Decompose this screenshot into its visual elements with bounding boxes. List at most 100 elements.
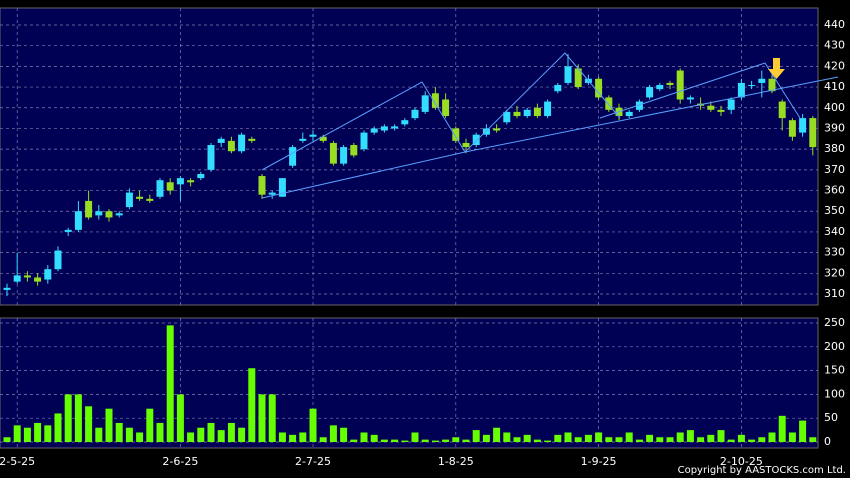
volume-bar (442, 439, 450, 443)
x-tick-label: 2-5-25 (0, 455, 35, 468)
y-tick-label: 410 (824, 80, 845, 93)
volume-bar (238, 427, 246, 443)
volume-bar (707, 434, 715, 443)
volume-bar (656, 437, 664, 443)
candle-body (238, 134, 246, 152)
y-tick-label: 320 (824, 266, 845, 279)
volume-bar (74, 394, 82, 443)
candle-body (74, 211, 82, 230)
y-tick-label: 430 (824, 39, 845, 52)
volume-bar (686, 430, 694, 443)
x-tick-label: 1-8-25 (438, 455, 474, 468)
volume-tick-label: 200 (824, 340, 845, 353)
candle-body (360, 132, 368, 150)
volume-bar (44, 425, 52, 443)
candle-body (309, 134, 317, 137)
candle-body (421, 95, 429, 112)
volume-bar (391, 439, 399, 443)
volume-bar (605, 437, 613, 443)
y-tick-label: 420 (824, 59, 845, 72)
volume-bar (676, 432, 684, 443)
candle-body (136, 196, 144, 199)
candle-body (329, 142, 337, 164)
volume-tick-label: 250 (824, 316, 845, 329)
candle-body (64, 229, 72, 232)
candle-body (646, 87, 654, 98)
candle-body (289, 147, 297, 166)
candle-body (156, 180, 164, 197)
volume-bar (380, 439, 388, 443)
volume-bar (635, 439, 643, 443)
candle-body (207, 145, 215, 170)
candle-body (258, 176, 266, 195)
candle-body (442, 99, 450, 117)
volume-bar (809, 437, 817, 443)
volume-bar (146, 408, 154, 443)
candle-body (44, 269, 52, 280)
credit: Copyright by AASTOCKS.com Ltd. (678, 465, 846, 476)
candle-body (717, 109, 725, 112)
volume-bar (482, 434, 490, 443)
candle-body (595, 78, 603, 98)
candle-body (727, 99, 735, 110)
candle-body (574, 68, 582, 88)
volume-bar (187, 432, 195, 443)
volume-bar (595, 432, 603, 443)
volume-bar (401, 440, 409, 443)
candle-body (370, 128, 378, 133)
y-tick-label: 390 (824, 121, 845, 134)
candle-body (217, 138, 225, 143)
candle-body (299, 138, 307, 141)
volume-bar (258, 394, 266, 443)
y-tick-label: 340 (824, 225, 845, 238)
candle-body (85, 200, 93, 218)
volume-bar (268, 394, 276, 443)
volume-bar (136, 432, 144, 443)
volume-bar (278, 432, 286, 443)
volume-bar (34, 422, 42, 443)
volume-bar (329, 425, 337, 443)
x-tick-label: 2-10-25 (720, 455, 763, 468)
volume-bar (421, 439, 429, 443)
candle-body (319, 136, 327, 141)
volume-bar (289, 434, 297, 443)
volume-bar (533, 439, 541, 443)
trendline (261, 76, 839, 199)
volume-bar (544, 440, 552, 443)
volume-bar (156, 422, 164, 443)
volume-bar (105, 408, 113, 443)
candle-body (758, 78, 766, 83)
y-tick-label: 440 (824, 18, 845, 31)
volume-bar (360, 432, 368, 443)
candle-body (564, 66, 572, 83)
candle-body (666, 82, 674, 85)
candle-body (54, 250, 62, 270)
candle-body (166, 182, 174, 191)
candle-body (544, 101, 552, 117)
volume-bar (54, 413, 62, 443)
candle-body (799, 118, 807, 133)
y-tick-label: 360 (824, 184, 845, 197)
volume-bar (452, 437, 460, 443)
volume-bar (768, 432, 776, 443)
volume-bar (309, 408, 317, 443)
y-tick-label: 330 (824, 246, 845, 259)
volume-bar (64, 394, 72, 443)
volume-bar (788, 432, 796, 443)
candle-body (523, 109, 531, 117)
volume-bar (778, 415, 786, 443)
volume-bar (23, 427, 31, 443)
volume-bar (299, 432, 307, 443)
candle-body (340, 147, 348, 164)
candle-body (176, 178, 184, 185)
candle-body (452, 128, 460, 141)
candle-body (686, 97, 694, 100)
candle-body (778, 101, 786, 119)
candle-body (3, 287, 11, 290)
volume-tick-label: 50 (824, 411, 838, 424)
y-tick-label: 350 (824, 204, 845, 217)
candle-body (482, 128, 490, 135)
candle-body (768, 78, 776, 92)
candle-body (737, 82, 745, 98)
